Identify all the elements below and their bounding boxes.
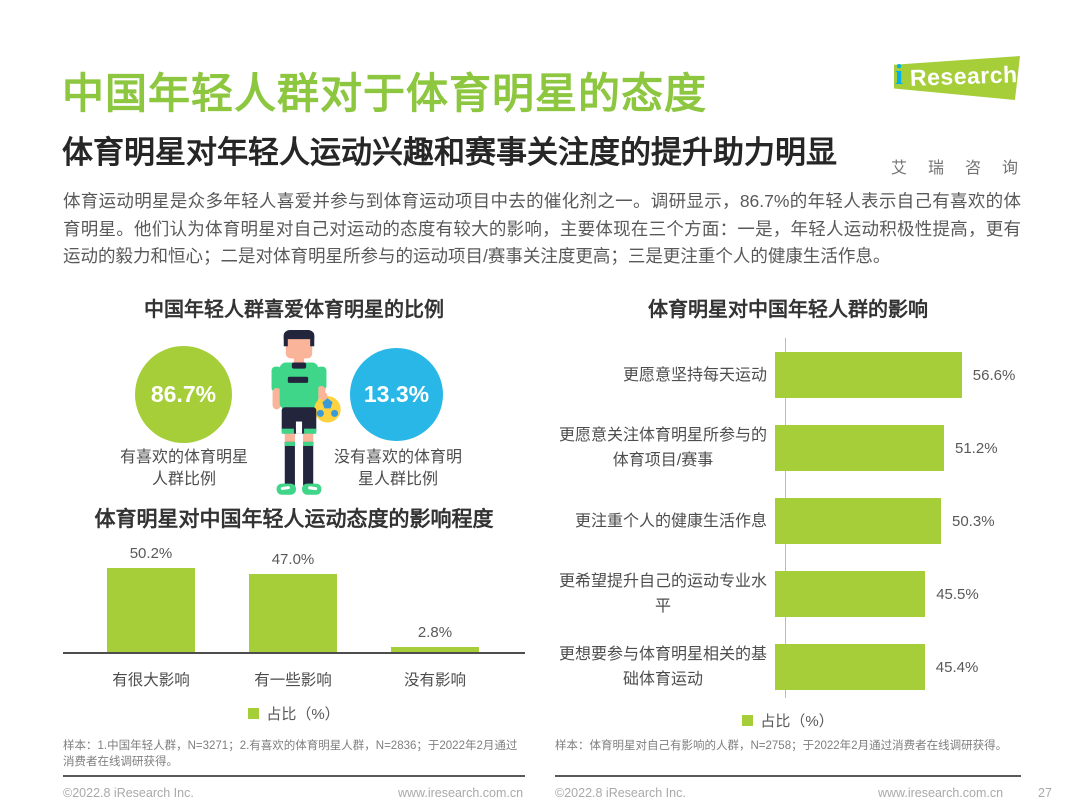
hbar-value-label: 45.5% — [936, 585, 979, 603]
hbar-row: 更注重个人的健康生活作息 50.3% — [559, 498, 1021, 544]
footer-site-link-right[interactable]: www.iresearch.com.cn — [878, 786, 1004, 800]
vbar-chart-title: 体育明星对中国年轻人运动态度的影响程度 — [94, 508, 494, 531]
vbar-legend: 占比（%） — [63, 703, 525, 724]
kpi-circle-like: 86.7% — [135, 346, 232, 443]
kpi-circle-dislike: 13.3% — [350, 348, 443, 441]
hbar-category-label: 更愿意关注体育明星所参与的体育项目/赛事 — [559, 427, 768, 469]
bar — [249, 573, 337, 652]
vbar-plot-area: 50.2% 47.0% 2.8% — [63, 538, 525, 654]
bar-category-label: 有很大影响 — [112, 672, 190, 689]
hbar-chart-title: 体育明星对中国年轻人群的影响 — [648, 299, 928, 321]
bar-category-label: 有一些影响 — [254, 672, 332, 689]
footer-site-link-left[interactable]: www.iresearch.com.cn — [398, 786, 524, 800]
logo-letter-i: i — [895, 59, 904, 91]
vbar-category-axis: 有很大影响 有一些影响 没有影响 — [63, 668, 525, 690]
logo-brand-text: Research — [909, 61, 1018, 91]
footer-copyright-left: ©2022.8 iResearch Inc. — [63, 786, 194, 800]
bar-column: 47.0% — [249, 551, 337, 652]
sample-note-left: 样本：1.中国年轻人群，N=3271；2.有喜欢的体育明星人群，N=2836；于… — [63, 739, 525, 777]
logo-chinese-name: 艾瑞咨询 — [891, 160, 1040, 177]
hbar-row: 更愿意坚持每天运动 56.6% — [559, 352, 1021, 398]
hbar-category-label: 更希望提升自己的运动专业水平 — [559, 573, 768, 615]
hbar-category-label: 更注重个人的健康生活作息 — [574, 512, 767, 530]
hbar-value-label: 50.3% — [952, 512, 995, 530]
legend-swatch-icon — [742, 715, 754, 726]
hbar-legend: 占比（%） — [555, 710, 1021, 731]
hbar-category-label: 更想要参与体育明星相关的基础体育运动 — [559, 646, 768, 688]
hbar-value-label: 56.6% — [972, 366, 1016, 384]
bar-category-label: 没有影响 — [403, 672, 466, 689]
influence-degree-bar-chart: 体育明星对中国年轻人运动态度的影响程度 50.2% 47.0% 2.8% 有很大影响… — [63, 503, 525, 733]
bar — [107, 568, 195, 652]
hbar-bar — [775, 425, 944, 471]
bar-column: 2.8% — [391, 624, 479, 652]
page-subtitle: 体育明星对年轻人运动兴趣和赛事关注度的提升助力明显 — [62, 135, 837, 170]
hbar-value-label: 51.2% — [955, 439, 998, 457]
vbar-legend-label: 占比（%） — [266, 706, 340, 723]
kpi-label-like: 有喜欢的体育明星人群比例 — [119, 449, 248, 488]
hbar-row: 更希望提升自己的运动专业水平 45.5% — [559, 571, 1021, 617]
bar-value-label: 50.2% — [129, 545, 173, 563]
kpi-row: 86.7% — [63, 324, 525, 506]
bar — [391, 647, 479, 652]
kpi-circles-chart: 中国年轻人群喜爱体育明星的比例 86.7% — [63, 293, 525, 503]
legend-swatch-icon — [248, 708, 260, 719]
hbar-row: 更愿意关注体育明星所参与的体育项目/赛事 51.2% — [559, 425, 1021, 471]
hbar-bar — [775, 498, 941, 544]
influence-effects-hbar-chart: 体育明星对中国年轻人群的影响 更愿意坚持每天运动 56.6% 更愿意关注体育明星所参… — [555, 293, 1021, 738]
iresearch-logo-mark: i Research — [884, 54, 1024, 102]
page-title: 中国年轻人群对于体育明星的态度 — [62, 70, 708, 117]
hbar-bar — [775, 644, 925, 690]
hbar-category-label: 更愿意坚持每天运动 — [622, 366, 767, 384]
iresearch-logo: i Research 艾瑞咨询 — [884, 54, 1024, 178]
hbar-plot-area: 更愿意坚持每天运动 56.6% 更愿意关注体育明星所参与的体育项目/赛事 51.2% 更… — [559, 338, 1021, 717]
sample-note-right: 样本：体育明星对自己有影响的人群，N=2758；于2022年2月通过消费者在线调… — [555, 739, 1021, 777]
hbar-value-label: 45.4% — [935, 658, 979, 676]
page-number: 27 — [1038, 786, 1052, 800]
intro-paragraph: 体育运动明星是众多年轻人喜爱并参与到体育运动项目中去的催化剂之一。调研显示，86… — [63, 191, 1021, 266]
kpi-label-dislike: 没有喜欢的体育明星人群比例 — [333, 449, 462, 488]
hbar-legend-label: 占比（%） — [760, 713, 834, 730]
footer-copyright-right: ©2022.8 iResearch Inc. — [555, 786, 686, 800]
hbar-bar — [775, 571, 926, 617]
bar-column: 50.2% — [107, 545, 195, 652]
kpi-chart-title: 中国年轻人群喜爱体育明星的比例 — [144, 299, 444, 321]
hbar-row: 更想要参与体育明星相关的基础体育运动 45.4% — [559, 644, 1021, 690]
soccer-player-illustration — [271, 330, 341, 495]
bar-value-label: 47.0% — [271, 550, 315, 568]
hbar-bar — [775, 352, 962, 398]
bar-value-label: 2.8% — [417, 624, 453, 642]
